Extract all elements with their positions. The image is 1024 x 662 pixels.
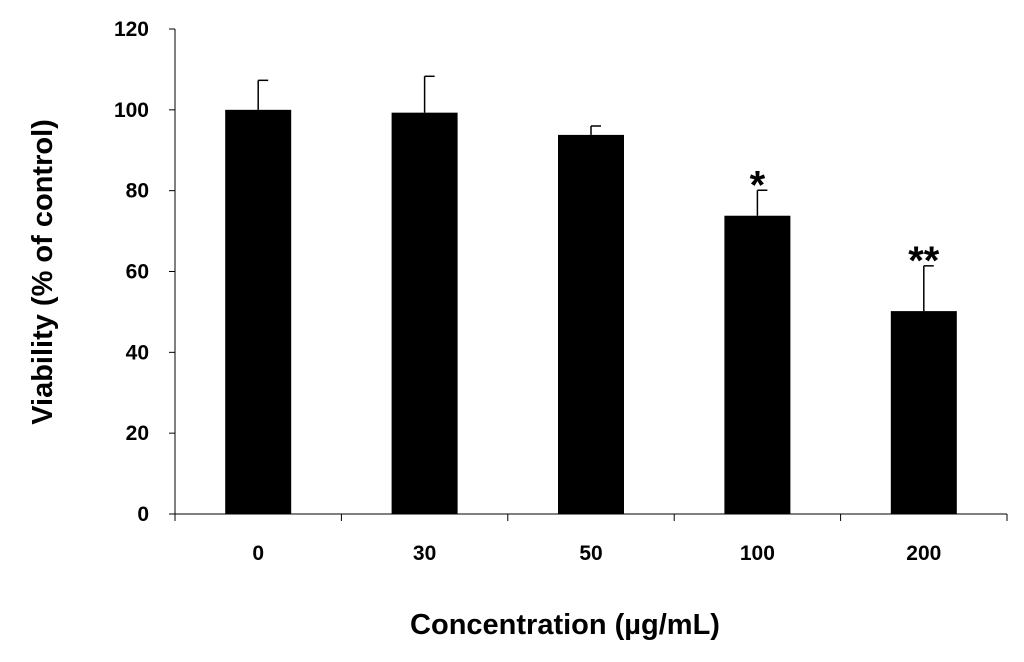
y-tick-label: 0 [137, 503, 149, 526]
y-tick-label: 80 [126, 180, 149, 203]
y-tick-label: 100 [114, 99, 149, 122]
x-axis-title: Concentration (µg/mL) [410, 609, 720, 641]
x-tick-label: 0 [252, 542, 264, 565]
x-tick-label: 100 [740, 542, 775, 565]
y-tick-label: 20 [126, 422, 149, 445]
bar [890, 311, 957, 514]
y-axis-title: Viability (% of control) [27, 119, 59, 425]
x-tick-label: 200 [906, 542, 941, 565]
labels: 0 20 40 60 80 100 120 0 30 50 * 100 ** 200 [114, 18, 941, 565]
y-tick-label: 40 [126, 341, 149, 364]
significance-marker: ** [908, 239, 940, 283]
bar [391, 112, 458, 514]
bar [225, 109, 292, 514]
bars [225, 109, 957, 514]
x-tick-label: 30 [413, 542, 436, 565]
significance-marker: * [750, 163, 766, 207]
y-tick-label: 60 [126, 261, 149, 284]
error-bars [257, 75, 934, 312]
x-tick-label: 50 [579, 542, 602, 565]
bar [724, 215, 791, 514]
y-tick-label: 120 [114, 18, 149, 41]
bar [558, 134, 624, 514]
axes [169, 28, 1008, 521]
